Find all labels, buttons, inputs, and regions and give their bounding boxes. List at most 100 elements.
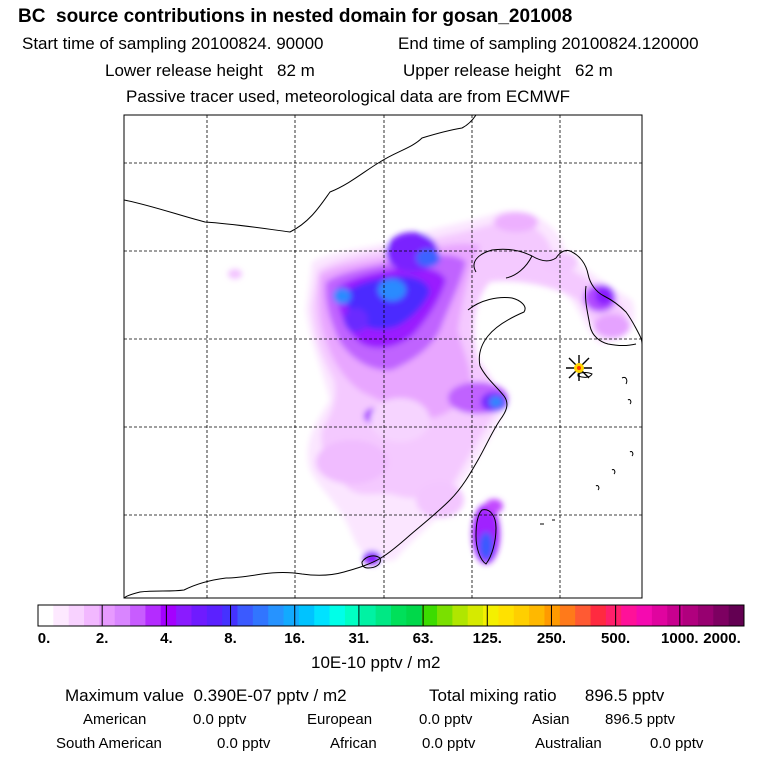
colorbar-swatch (575, 605, 591, 626)
colorbar-swatch (713, 605, 730, 626)
colorbar-swatch (375, 605, 392, 626)
colorbar-swatch (176, 605, 192, 626)
colorbar-swatch (452, 605, 469, 626)
colorbar-tick-label: 250. (536, 630, 567, 647)
colorbar-tick-label: 31. (348, 630, 370, 647)
colorbar-swatch (590, 605, 607, 626)
border-vietnam (124, 577, 227, 598)
coast-korea-south (585, 285, 637, 346)
colorbar-swatch (467, 605, 484, 626)
colorbar-swatch (360, 605, 377, 626)
colorbar-frame (37, 604, 745, 627)
colorbar-swatch (651, 605, 668, 626)
coast-shandong (467, 297, 526, 367)
concentration-field (228, 210, 635, 565)
asian-value: 896.5 pptv (605, 711, 676, 728)
lower-release-height-label: Lower release height 82 m (105, 61, 315, 80)
colorbar-swatch (344, 605, 361, 626)
american-value: 0.0 pptv (193, 711, 247, 728)
coastlines (124, 115, 642, 598)
colorbar-swatch (268, 605, 284, 626)
starburst-marker (566, 355, 592, 381)
colorbar-tick-label: 500. (601, 630, 631, 647)
colorbar-tick-label: 8. (224, 630, 237, 647)
map-frame (123, 114, 643, 599)
plume-northeast (494, 212, 538, 232)
hainan (361, 555, 381, 569)
colorbar-swatch (160, 605, 177, 626)
coast-korea (571, 251, 642, 345)
colorbar-swatch (483, 605, 499, 626)
plume-taiwan-core (479, 532, 493, 560)
african-label: African (330, 735, 377, 752)
plume-west-speck (228, 269, 242, 279)
colorbar-unit-label: 10E-10 pptv / m2 (311, 653, 441, 672)
maximum-value-label: Maximum value 0.390E-07 pptv / m2 (65, 686, 347, 705)
colorbar-swatch (237, 605, 254, 626)
plume-taiwan-top (485, 499, 503, 513)
colorbar-tick-label: 63. (412, 630, 434, 647)
plume-sichuan (316, 440, 388, 484)
plume-shanghai-core (489, 396, 503, 408)
upper-release-height-label: Upper release height 62 m (403, 61, 613, 80)
colorbar-swatch (391, 605, 407, 626)
colorbar-swatch (498, 605, 515, 626)
map-area (124, 115, 642, 598)
colorbar-swatch (682, 605, 699, 626)
colorbar-swatch (206, 605, 223, 626)
colorbar-swatch (437, 605, 453, 626)
plot-title: BC source contributions in nested domain… (18, 6, 573, 27)
total-mixing-ratio-label: Total mixing ratio 896.5 pptv (429, 686, 665, 705)
south-american-value: 0.0 pptv (217, 735, 271, 752)
colorbar-swatch (53, 605, 70, 626)
colorbar-tick-label: 125. (472, 630, 502, 647)
colorbar-swatch (222, 605, 238, 626)
coast-east-china (225, 365, 508, 579)
colorbar-swatch (99, 605, 116, 626)
colorbar-swatch (68, 605, 85, 626)
australian-value: 0.0 pptv (650, 735, 704, 752)
colorbar-swatch (84, 605, 100, 626)
colorbar-swatch (728, 605, 745, 626)
plume-southeast (416, 482, 464, 518)
asian-label: Asian (532, 711, 570, 728)
colorbar-swatch (191, 605, 208, 626)
colorbar-swatch (130, 605, 146, 626)
graticule (124, 115, 642, 598)
jeju (577, 372, 593, 378)
end-time-label: End time of sampling 20100824.120000 (398, 34, 699, 53)
african-value: 0.0 pptv (422, 735, 476, 752)
colorbar-tick-label: 1000. (661, 630, 699, 647)
colorbar-swatch (605, 605, 622, 626)
start-time-label: Start time of sampling 20100824. 90000 (22, 34, 324, 53)
colorbar-tick-label: 16. (284, 630, 306, 647)
plume-beijing-core (416, 249, 440, 267)
south-american-label: South American (56, 735, 162, 752)
colorbar-tick-label: 2. (95, 630, 109, 647)
colorbar-swatch (421, 605, 438, 626)
colorbar-swatch (544, 605, 561, 626)
colorbar (37, 604, 745, 627)
plume-core-center (378, 279, 406, 301)
colorbar-swatch (38, 605, 54, 626)
colorbar-swatch (252, 605, 269, 626)
colorbar-tick-label: 0. (37, 630, 51, 647)
american-label: American (83, 711, 147, 728)
colorbar-swatch (314, 605, 331, 626)
plume-korea-south (594, 314, 630, 338)
colorbar-swatch (636, 605, 653, 626)
japan-islands (540, 377, 634, 525)
colorbar-swatch (621, 605, 637, 626)
european-label: European (307, 711, 373, 728)
australian-label: Australian (535, 735, 602, 752)
plume-central-light (370, 398, 430, 442)
colorbar-swatch (559, 605, 576, 626)
colorbar-swatch (406, 605, 423, 626)
colorbar-swatch (114, 605, 131, 626)
colorbar-swatch (145, 605, 162, 626)
plume-guangzhou (363, 551, 381, 565)
colorbar-tick-label: 2000. (703, 630, 741, 647)
colorbar-swatch (329, 605, 346, 626)
colorbar-swatch (298, 605, 315, 626)
